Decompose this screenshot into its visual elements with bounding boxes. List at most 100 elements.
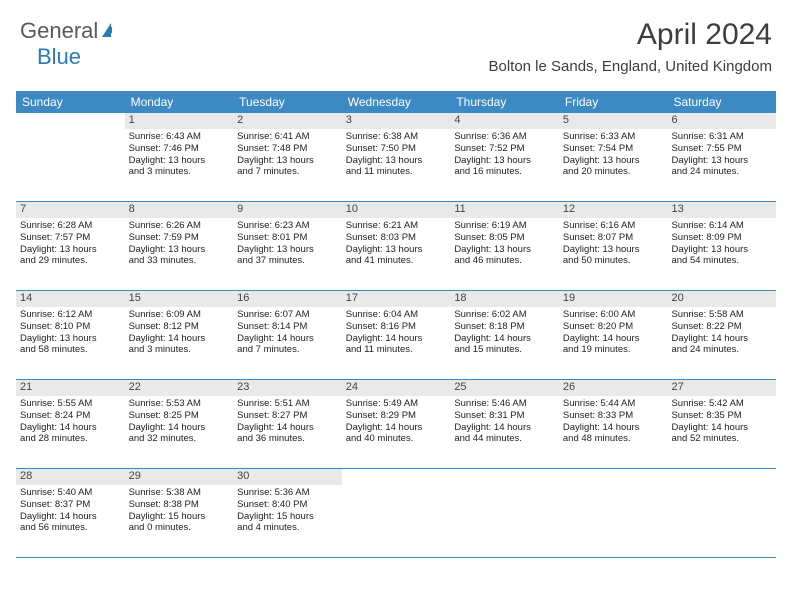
daylight-text: Daylight: 13 hours xyxy=(454,155,555,167)
calendar: SundayMondayTuesdayWednesdayThursdayFrid… xyxy=(16,91,776,558)
weeks-container: 1Sunrise: 6:43 AMSunset: 7:46 PMDaylight… xyxy=(16,113,776,558)
daylight-text: Daylight: 13 hours xyxy=(346,155,447,167)
title-block: April 2024 Bolton le Sands, England, Uni… xyxy=(488,18,772,75)
daylight-text: and 46 minutes. xyxy=(454,255,555,267)
month-title: April 2024 xyxy=(488,18,772,52)
day-number: 3 xyxy=(342,113,451,129)
daylight-text: and 24 minutes. xyxy=(671,166,772,178)
day-number: 26 xyxy=(559,380,668,396)
sunset-text: Sunset: 8:27 PM xyxy=(237,410,338,422)
sunset-text: Sunset: 8:33 PM xyxy=(563,410,664,422)
day-number: 11 xyxy=(450,202,559,218)
day-cell: 9Sunrise: 6:23 AMSunset: 8:01 PMDaylight… xyxy=(233,202,342,290)
empty-cell xyxy=(16,113,125,201)
day-number: 17 xyxy=(342,291,451,307)
day-cell: 10Sunrise: 6:21 AMSunset: 8:03 PMDayligh… xyxy=(342,202,451,290)
daylight-text: Daylight: 13 hours xyxy=(237,155,338,167)
sunrise-text: Sunrise: 6:23 AM xyxy=(237,220,338,232)
day-cell: 17Sunrise: 6:04 AMSunset: 8:16 PMDayligh… xyxy=(342,291,451,379)
sunrise-text: Sunrise: 6:38 AM xyxy=(346,131,447,143)
day-header: Saturday xyxy=(667,91,776,113)
sunrise-text: Sunrise: 5:38 AM xyxy=(129,487,230,499)
daylight-text: Daylight: 14 hours xyxy=(129,333,230,345)
sunset-text: Sunset: 7:52 PM xyxy=(454,143,555,155)
daylight-text: Daylight: 14 hours xyxy=(129,422,230,434)
daylight-text: and 48 minutes. xyxy=(563,433,664,445)
daylight-text: and 32 minutes. xyxy=(129,433,230,445)
sunset-text: Sunset: 7:48 PM xyxy=(237,143,338,155)
sunset-text: Sunset: 7:50 PM xyxy=(346,143,447,155)
day-number: 13 xyxy=(667,202,776,218)
sunrise-text: Sunrise: 6:09 AM xyxy=(129,309,230,321)
sunrise-text: Sunrise: 6:21 AM xyxy=(346,220,447,232)
day-header: Friday xyxy=(559,91,668,113)
daylight-text: Daylight: 14 hours xyxy=(563,333,664,345)
daylight-text: Daylight: 13 hours xyxy=(129,155,230,167)
day-number: 5 xyxy=(559,113,668,129)
daylight-text: Daylight: 13 hours xyxy=(671,244,772,256)
logo-text-blue: Blue xyxy=(37,44,81,70)
daylight-text: and 20 minutes. xyxy=(563,166,664,178)
daylight-text: Daylight: 14 hours xyxy=(454,422,555,434)
sunset-text: Sunset: 8:40 PM xyxy=(237,499,338,511)
day-cell: 23Sunrise: 5:51 AMSunset: 8:27 PMDayligh… xyxy=(233,380,342,468)
sunset-text: Sunset: 7:59 PM xyxy=(129,232,230,244)
sunset-text: Sunset: 8:03 PM xyxy=(346,232,447,244)
empty-cell xyxy=(559,469,668,557)
day-number: 15 xyxy=(125,291,234,307)
sunrise-text: Sunrise: 6:19 AM xyxy=(454,220,555,232)
day-number: 30 xyxy=(233,469,342,485)
sunset-text: Sunset: 7:55 PM xyxy=(671,143,772,155)
logo-text-general: General xyxy=(20,18,98,44)
daylight-text: and 11 minutes. xyxy=(346,166,447,178)
day-cell: 15Sunrise: 6:09 AMSunset: 8:12 PMDayligh… xyxy=(125,291,234,379)
day-number: 24 xyxy=(342,380,451,396)
daylight-text: and 28 minutes. xyxy=(20,433,121,445)
daylight-text: and 33 minutes. xyxy=(129,255,230,267)
daylight-text: and 24 minutes. xyxy=(671,344,772,356)
day-cell: 2 Sunrise: 6:41 AMSunset: 7:48 PMDaylight… xyxy=(233,113,342,201)
daylight-text: Daylight: 14 hours xyxy=(237,333,338,345)
daylight-text: Daylight: 14 hours xyxy=(346,333,447,345)
daylight-text: Daylight: 14 hours xyxy=(346,422,447,434)
logo: General xyxy=(20,18,113,44)
daylight-text: and 36 minutes. xyxy=(237,433,338,445)
sunset-text: Sunset: 8:14 PM xyxy=(237,321,338,333)
sunset-text: Sunset: 7:54 PM xyxy=(563,143,664,155)
sunset-text: Sunset: 8:35 PM xyxy=(671,410,772,422)
day-header: Thursday xyxy=(450,91,559,113)
sunset-text: Sunset: 8:07 PM xyxy=(563,232,664,244)
daylight-text: and 58 minutes. xyxy=(20,344,121,356)
day-number: 6 xyxy=(667,113,776,129)
daylight-text: and 3 minutes. xyxy=(129,344,230,356)
day-number: 27 xyxy=(667,380,776,396)
sunrise-text: Sunrise: 6:16 AM xyxy=(563,220,664,232)
day-cell: 6Sunrise: 6:31 AMSunset: 7:55 PMDaylight… xyxy=(667,113,776,201)
daylight-text: Daylight: 15 hours xyxy=(129,511,230,523)
day-cell: 18Sunrise: 6:02 AMSunset: 8:18 PMDayligh… xyxy=(450,291,559,379)
sunset-text: Sunset: 8:31 PM xyxy=(454,410,555,422)
sunrise-text: Sunrise: 6:00 AM xyxy=(563,309,664,321)
day-number: 21 xyxy=(16,380,125,396)
header: General April 2024 Bolton le Sands, Engl… xyxy=(0,0,792,83)
sunset-text: Sunset: 8:18 PM xyxy=(454,321,555,333)
day-cell: 13Sunrise: 6:14 AMSunset: 8:09 PMDayligh… xyxy=(667,202,776,290)
day-cell: 30Sunrise: 5:36 AMSunset: 8:40 PMDayligh… xyxy=(233,469,342,557)
daylight-text: Daylight: 13 hours xyxy=(563,155,664,167)
sunrise-text: Sunrise: 5:53 AM xyxy=(129,398,230,410)
sunrise-text: Sunrise: 5:42 AM xyxy=(671,398,772,410)
daylight-text: Daylight: 14 hours xyxy=(20,422,121,434)
sunset-text: Sunset: 7:46 PM xyxy=(129,143,230,155)
location-text: Bolton le Sands, England, United Kingdom xyxy=(488,58,772,75)
daylight-text: and 37 minutes. xyxy=(237,255,338,267)
sunset-text: Sunset: 8:20 PM xyxy=(563,321,664,333)
daylight-text: Daylight: 14 hours xyxy=(563,422,664,434)
sunrise-text: Sunrise: 6:41 AM xyxy=(237,131,338,143)
daylight-text: and 16 minutes. xyxy=(454,166,555,178)
day-header: Monday xyxy=(125,91,234,113)
day-number: 9 xyxy=(233,202,342,218)
day-number: 4 xyxy=(450,113,559,129)
day-cell: 19Sunrise: 6:00 AMSunset: 8:20 PMDayligh… xyxy=(559,291,668,379)
day-cell: 29Sunrise: 5:38 AMSunset: 8:38 PMDayligh… xyxy=(125,469,234,557)
day-number: 2 xyxy=(233,113,342,129)
